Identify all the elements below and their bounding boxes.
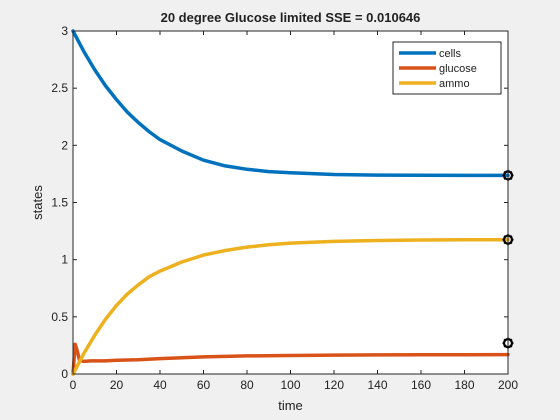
marker-spoke [503, 344, 507, 348]
x-tick-label-120: 120 [324, 378, 344, 392]
marker-spoke [503, 176, 507, 180]
marker-spoke [509, 176, 513, 180]
x-tick-label-160: 160 [411, 378, 431, 392]
series-lines [71, 29, 510, 376]
marker-spoke [503, 241, 507, 245]
legend-label-cells: cells [439, 48, 462, 60]
axis-ticks: 0 20 40 60 80 100 120 140 160 180 200 0 0.5 1 1.5 2 2.5 3 [51, 24, 518, 392]
marker-spoke [503, 235, 507, 239]
chart-title: 20 degree Glucose limited SSE = 0.010646 [161, 10, 421, 25]
marker-spoke [503, 170, 507, 174]
x-tick-label-40: 40 [153, 378, 167, 392]
legend-label-glucose: glucose [439, 63, 477, 75]
y-tick-label-3: 3 [61, 24, 68, 38]
marker-spoke [509, 170, 513, 174]
legend-label-ammo: ammo [439, 78, 470, 90]
x-axis-label: time [278, 398, 303, 413]
x-tick-label-80: 80 [240, 378, 254, 392]
y-tick-label-2-5: 2.5 [51, 81, 68, 95]
y-tick-label-0: 0 [61, 367, 68, 381]
y-tick-label-0-5: 0.5 [51, 310, 68, 324]
marker-spoke [509, 338, 513, 342]
series-line-ammo [71, 237, 510, 376]
marker-spoke [509, 344, 513, 348]
x-tick-label-180: 180 [454, 378, 474, 392]
x-tick-label-140: 140 [367, 378, 387, 392]
y-tick-label-1-5: 1.5 [51, 196, 68, 210]
y-tick-label-1: 1 [61, 253, 68, 267]
marker-spoke [503, 338, 507, 342]
x-tick-label-200: 200 [498, 378, 518, 392]
series-line-cells [71, 29, 510, 178]
y-tick-label-2: 2 [61, 138, 68, 152]
x-tick-label-60: 60 [197, 378, 211, 392]
x-tick-label-20: 20 [110, 378, 124, 392]
x-tick-label-0: 0 [70, 378, 77, 392]
legend: cells glucose ammo [392, 41, 502, 95]
y-axis-label: states [30, 185, 45, 220]
marker-spoke [509, 241, 513, 245]
marker-spoke [509, 235, 513, 239]
x-tick-label-100: 100 [280, 378, 300, 392]
